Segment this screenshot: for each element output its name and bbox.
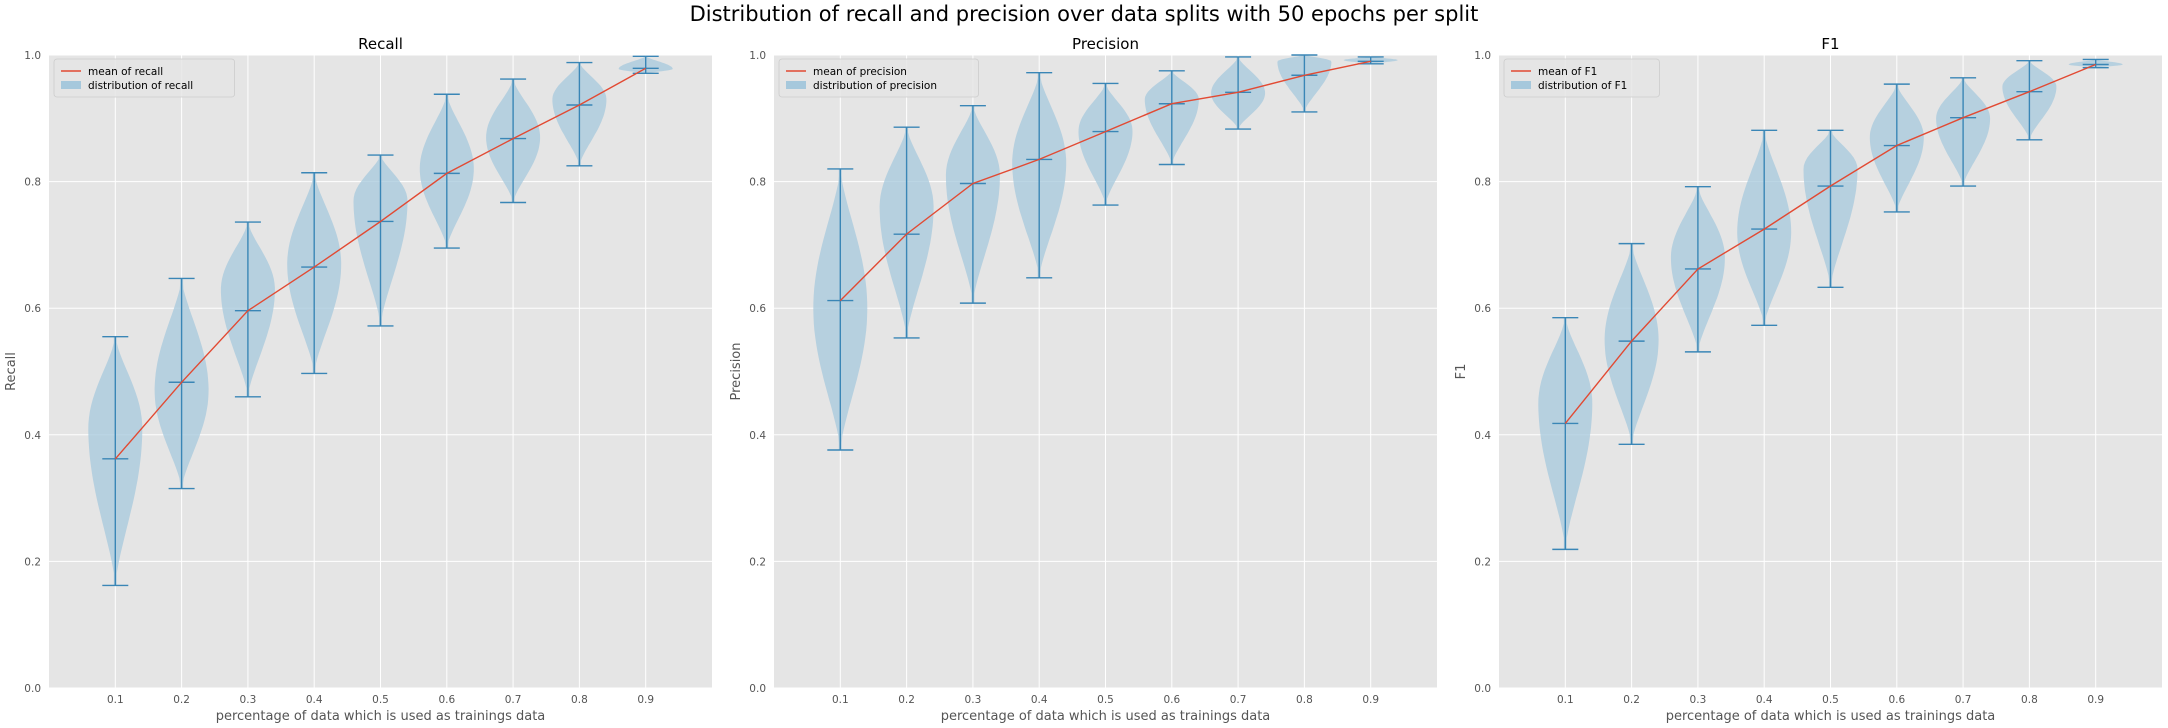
- x-tick-label: 0.5: [372, 694, 389, 706]
- figure-title: Distribution of recall and precision ove…: [689, 2, 1479, 26]
- legend-swatch-distribution: [61, 81, 81, 89]
- panel-recall: 0.0 0.2 0.4 0.6 0.8 1.0 0.1 0.2 0.3 0.4 0.5 0.6 0.7 0…: [4, 35, 712, 724]
- y-tick-label: 0.8: [24, 177, 41, 189]
- legend-box: [1503, 58, 1660, 98]
- y-tick-label: 0.8: [1474, 177, 1491, 189]
- x-tick-label: 0.8: [571, 694, 588, 706]
- x-axis-label: percentage of data which is used as trai…: [941, 709, 1271, 724]
- x-tick-label: 0.6: [1888, 694, 1905, 706]
- y-tick-label: 0.2: [749, 556, 766, 568]
- y-tick-label: 0.6: [24, 303, 41, 315]
- x-tick-label: 0.3: [965, 694, 982, 706]
- y-tick-label: 0.4: [24, 430, 41, 442]
- legend-box: [778, 58, 979, 98]
- y-axis-label: Recall: [4, 352, 19, 391]
- y-tick-label: 0.2: [24, 556, 41, 568]
- panel-title: Precision: [1072, 35, 1139, 53]
- legend: mean of recall distribution of recall: [53, 58, 236, 98]
- x-tick-label: 0.5: [1822, 694, 1839, 706]
- y-tick-label: 1.0: [1474, 50, 1491, 62]
- legend: mean of F1 distribution of F1: [1503, 58, 1660, 98]
- x-tick-label: 0.1: [832, 694, 849, 706]
- y-tick-label: 0.4: [1474, 430, 1491, 442]
- x-tick-label: 0.4: [306, 694, 323, 706]
- x-tick-label: 0.9: [637, 694, 654, 706]
- y-tick-label: 0.8: [749, 177, 766, 189]
- panel-f1: 0.0 0.2 0.4 0.6 0.8 1.0 0.1 0.2 0.3 0.4 0.5 0.6 0.7 0…: [1454, 35, 2162, 724]
- x-axis-label: percentage of data which is used as trai…: [216, 709, 546, 724]
- y-axis-label: F1: [1454, 364, 1469, 380]
- mean-line: [114, 67, 647, 460]
- y-tick-label: 0.0: [24, 683, 41, 695]
- y-tick-label: 0.0: [1474, 683, 1491, 695]
- x-tick-label: 0.3: [1690, 694, 1707, 706]
- x-tick-label: 0.8: [2021, 694, 2038, 706]
- x-tick-label: 0.4: [1756, 694, 1773, 706]
- x-tick-label: 0.3: [240, 694, 257, 706]
- legend-label-mean: mean of recall: [88, 66, 163, 78]
- y-tick-label: 0.6: [749, 303, 766, 315]
- x-tick-label: 0.9: [1362, 694, 1379, 706]
- y-tick-label: 0.4: [749, 430, 766, 442]
- mean-line: [1564, 63, 2096, 424]
- panel-title: F1: [1821, 35, 1839, 53]
- x-tick-label: 0.9: [2087, 694, 2104, 706]
- x-tick-label: 0.1: [107, 694, 124, 706]
- legend-swatch-distribution: [1511, 81, 1531, 89]
- x-tick-label: 0.2: [898, 694, 915, 706]
- legend: mean of precision distribution of precisi…: [778, 58, 979, 98]
- y-tick-label: 1.0: [24, 50, 41, 62]
- y-tick-label: 0.0: [749, 683, 766, 695]
- legend-label-distribution: distribution of precision: [813, 80, 937, 92]
- x-tick-label: 0.8: [1296, 694, 1313, 706]
- x-tick-label: 0.1: [1557, 694, 1574, 706]
- legend-label-mean: mean of precision: [813, 66, 907, 78]
- panel-precision: 0.0 0.2 0.4 0.6 0.8 1.0 0.1 0.2 0.3 0.4 0.5 0.6 0.7 0…: [729, 35, 1437, 724]
- x-tick-label: 0.6: [1163, 694, 1180, 706]
- legend-box: [53, 58, 236, 98]
- x-tick-label: 0.2: [173, 694, 190, 706]
- x-tick-label: 0.4: [1031, 694, 1048, 706]
- y-axis-label: Precision: [729, 342, 744, 400]
- y-tick-label: 0.6: [1474, 303, 1491, 315]
- legend-swatch-distribution: [786, 81, 806, 89]
- x-tick-label: 0.7: [505, 694, 522, 706]
- x-tick-label: 0.5: [1097, 694, 1114, 706]
- x-axis-label: percentage of data which is used as trai…: [1666, 709, 1996, 724]
- panel-title: Recall: [358, 35, 403, 53]
- x-tick-label: 0.7: [1955, 694, 1972, 706]
- legend-label-mean: mean of F1: [1538, 66, 1597, 78]
- x-tick-label: 0.6: [438, 694, 455, 706]
- x-tick-label: 0.7: [1230, 694, 1247, 706]
- legend-label-distribution: distribution of recall: [88, 80, 193, 92]
- y-tick-label: 0.2: [1474, 556, 1491, 568]
- x-tick-label: 0.2: [1623, 694, 1640, 706]
- legend-label-distribution: distribution of F1: [1538, 80, 1627, 92]
- y-tick-label: 1.0: [749, 50, 766, 62]
- mean-line: [839, 60, 1371, 302]
